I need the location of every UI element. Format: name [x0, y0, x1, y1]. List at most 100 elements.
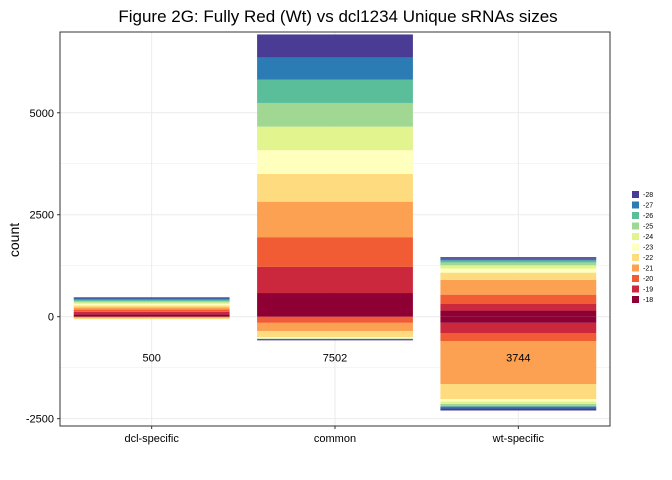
- chart-title: Figure 2G: Fully Red (Wt) vs dcl1234 Uni…: [118, 7, 557, 26]
- bar-segment: [440, 257, 597, 259]
- legend-swatch: [632, 243, 639, 251]
- bar-segment: [440, 260, 597, 263]
- bar-segment: [73, 314, 230, 317]
- bar-segment: [257, 201, 413, 238]
- legend-item: -21: [632, 264, 653, 273]
- bar-value-label: 3744: [506, 352, 530, 364]
- legend-label: -19: [643, 287, 653, 294]
- bar-segment: [257, 126, 413, 151]
- bar-segment: [73, 305, 230, 308]
- y-axis-title: count: [6, 223, 22, 257]
- legend-item: -24: [632, 233, 653, 241]
- legend-label: -18: [643, 297, 653, 304]
- bar-segment: [257, 150, 413, 174]
- legend-swatch: [632, 191, 639, 198]
- legend-item: -25: [632, 222, 653, 231]
- bar-segment: [440, 310, 597, 317]
- bar-segment: [73, 316, 230, 318]
- bar-segment: [440, 403, 597, 407]
- legend-item: -20: [632, 275, 653, 283]
- bar-segment: [257, 57, 413, 80]
- bar-segment: [440, 262, 597, 266]
- x-axis: dcl-specific common wt-specific: [124, 426, 545, 445]
- legend-swatch: [632, 233, 639, 240]
- bar-segment: [73, 299, 230, 301]
- y-tick-label: -2500: [26, 414, 54, 426]
- legend-swatch: [632, 275, 639, 282]
- x-tick-label: common: [314, 433, 356, 445]
- bar-segment: [257, 316, 413, 323]
- legend-item: -22: [632, 254, 653, 262]
- legend-label: -23: [643, 245, 653, 252]
- legend-item: -23: [632, 243, 653, 252]
- legend-label: -20: [643, 276, 653, 283]
- bar-segment: [257, 102, 413, 127]
- y-tick-label: 0: [48, 312, 54, 324]
- bar-segment: [257, 339, 413, 341]
- bar-segment: [73, 317, 230, 320]
- bar-segment: [73, 309, 230, 312]
- x-tick-label: dcl-specific: [124, 433, 179, 445]
- bar-value-label: 7502: [323, 352, 347, 364]
- bar-stack-dcl-specific: [73, 297, 230, 320]
- bar-segment: [73, 311, 230, 315]
- legend-swatch: [632, 264, 639, 272]
- bar-stack-wt-specific: [440, 257, 597, 411]
- bar-segment: [73, 298, 230, 300]
- legend-swatch: [632, 285, 639, 293]
- bars: [73, 34, 597, 411]
- bar-segment: [440, 399, 597, 402]
- legend: -28 -27 -26 -25 -24 -23 -22 -21 -20 -19 -18: [632, 191, 653, 304]
- bar-segment: [440, 333, 597, 342]
- legend-label: -27: [643, 203, 653, 210]
- legend-swatch: [632, 296, 639, 303]
- legend-item: -28: [632, 191, 653, 199]
- bar-segment: [257, 293, 413, 317]
- legend-label: -21: [643, 266, 653, 273]
- bar-segment: [73, 303, 230, 306]
- legend-item: -19: [632, 285, 653, 294]
- bar-segment: [440, 316, 597, 323]
- legend-label: -22: [643, 255, 653, 262]
- bar-segment: [73, 300, 230, 303]
- bar-segment: [440, 272, 597, 280]
- x-tick-label: wt-specific: [492, 433, 545, 445]
- bar-segment: [257, 330, 413, 338]
- bar-segment: [440, 258, 597, 261]
- legend-label: -28: [643, 192, 653, 199]
- legend-label: -25: [643, 224, 653, 231]
- bar-segment: [257, 338, 413, 340]
- legend-item: -18: [632, 296, 653, 304]
- bar-segment: [440, 265, 597, 269]
- bar-value-labels: 500 7502 3744: [142, 352, 530, 364]
- legend-label: -26: [643, 213, 653, 220]
- legend-swatch: [632, 201, 639, 209]
- bar-segment: [73, 297, 230, 299]
- legend-item: -26: [632, 212, 653, 220]
- bar-segment: [440, 294, 597, 304]
- bar-segment: [257, 173, 413, 202]
- y-axis: -2500 0 2500 5000: [26, 108, 60, 426]
- bar-segment: [440, 406, 597, 409]
- bar-segment: [257, 266, 413, 294]
- bar-segment: [257, 34, 413, 58]
- bar-segment: [257, 79, 413, 103]
- bar-segment: [440, 279, 597, 295]
- legend-swatch: [632, 254, 639, 261]
- legend-swatch: [632, 212, 639, 219]
- bar-segment: [257, 322, 413, 331]
- legend-label: -24: [643, 234, 653, 241]
- bar-stack-common: [257, 34, 413, 341]
- y-tick-label: 5000: [30, 108, 54, 120]
- bar-segment: [440, 322, 597, 334]
- legend-item: -27: [632, 201, 653, 210]
- bar-segment: [440, 383, 597, 400]
- bar-segment: [73, 307, 230, 310]
- bar-segment: [73, 302, 230, 304]
- bar-segment: [257, 337, 413, 339]
- bar-segment: [440, 408, 597, 411]
- y-tick-label: 2500: [30, 210, 54, 222]
- bar-value-label: 500: [142, 352, 160, 364]
- bar-segment: [257, 237, 413, 267]
